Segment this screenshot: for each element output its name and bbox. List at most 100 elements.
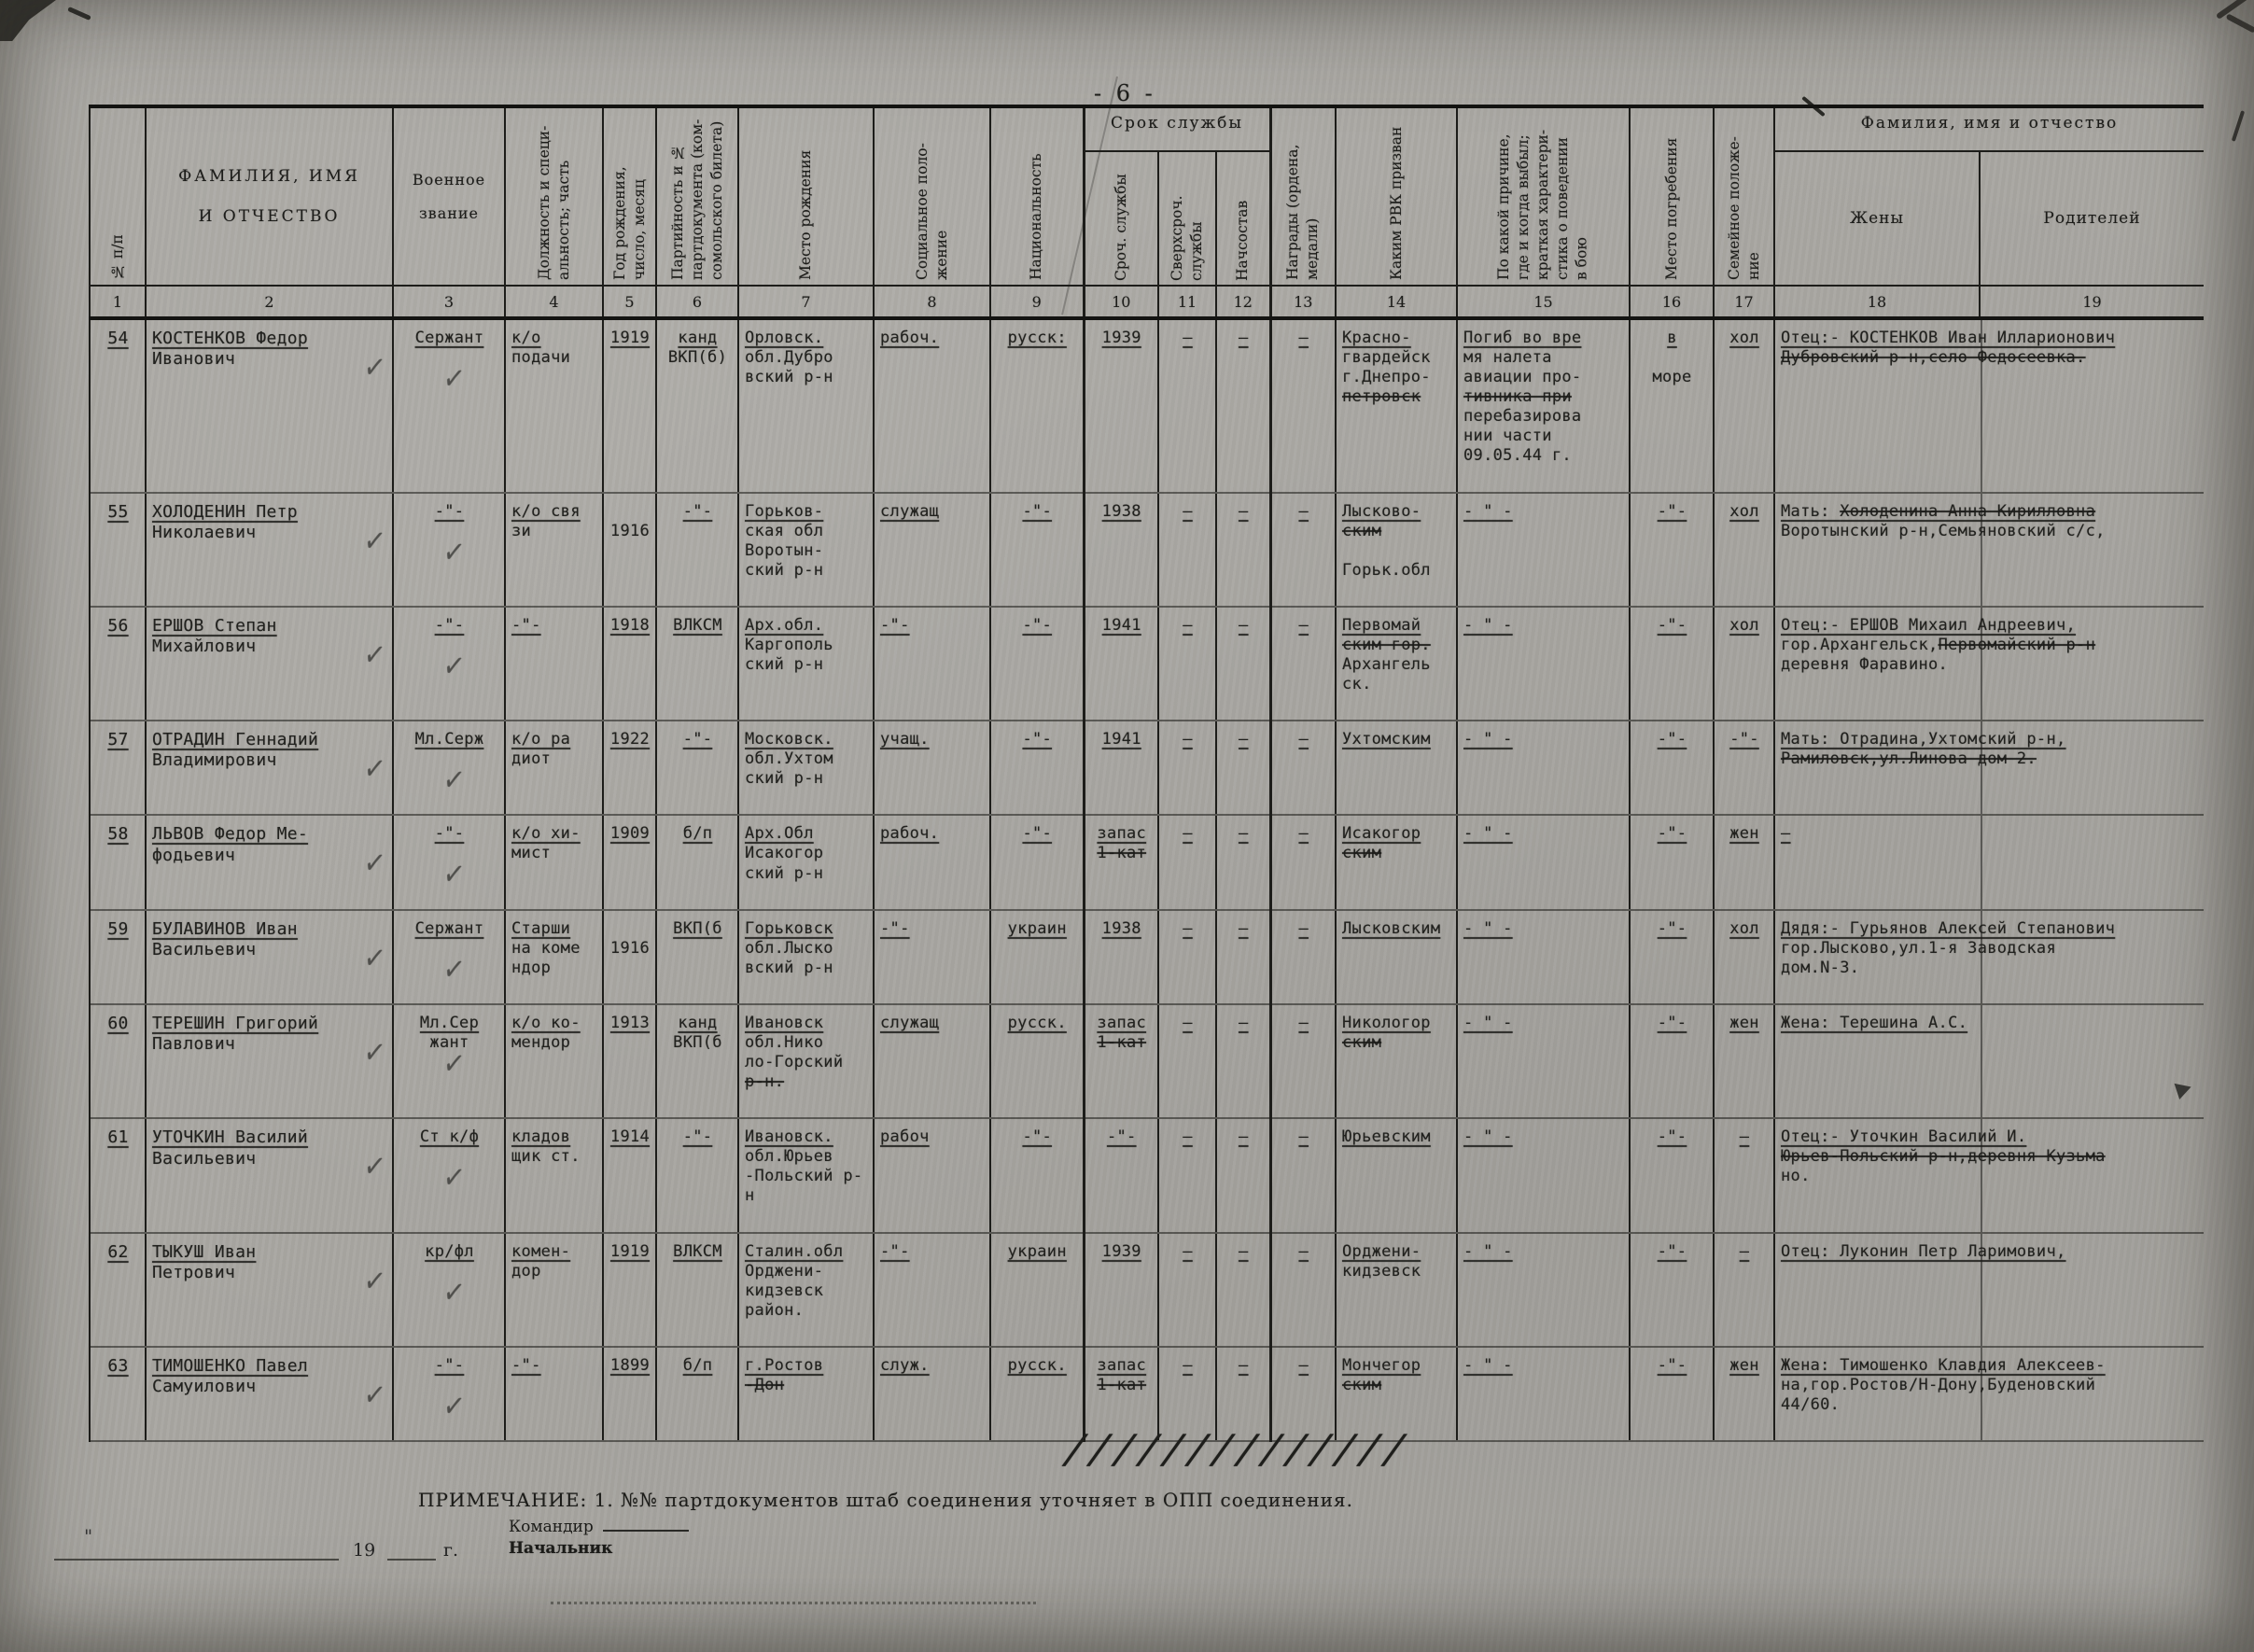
checkmark-icon: ✓: [440, 1157, 468, 1198]
table-cell: 1922: [602, 721, 656, 817]
signature-line: [602, 1530, 689, 1532]
table-cell: Орловск. обл.Дубро вский р-н: [737, 318, 874, 494]
table-row: 62 ТЫКУШ Иван Петрович ✓ кр/фл ✓ комен-дор 1919…: [89, 1232, 2204, 1348]
table-cell: –: [1215, 606, 1270, 722]
checkmark-icon: ✓: [361, 938, 388, 979]
table-cell: -"-: [1082, 1118, 1158, 1234]
table-cell: Сталин.обл Орджени-кидзевск район.: [737, 1232, 874, 1348]
row-number-cell: 58: [89, 815, 146, 911]
table-cell: ОТРАДИН Геннадий Владимирович ✓: [145, 721, 393, 817]
table-cell: КОСТЕНКОВ Федор Иванович ✓: [145, 318, 393, 494]
table-cell: к/о ра диот: [504, 721, 603, 817]
table-cell: служащ: [873, 492, 990, 608]
checkmark-icon: ✓: [361, 520, 388, 562]
table-cell: -"-: [504, 606, 603, 722]
table-cell: 1939: [1082, 318, 1158, 494]
table-cell: - " -: [1456, 1118, 1630, 1234]
col-header-birthplace: Место рождения: [737, 106, 874, 287]
row-number-cell: 62: [89, 1232, 146, 1348]
table-cell: 1913: [602, 1003, 656, 1120]
table-cell: русск.: [989, 1346, 1084, 1443]
table-cell: 1918: [602, 606, 656, 722]
table-cell: запас 1-кат: [1082, 1003, 1158, 1120]
table-row: 58 ЛЬВОВ Федор Ме-фодьевич ✓ -"- ✓ к/о хи-мис…: [89, 815, 2204, 911]
table-cell: жен: [1713, 815, 1774, 911]
table-cell: Ивановск обл.Нико ло-Горский р-н.: [737, 1003, 874, 1120]
row-number-cell: 54: [89, 318, 146, 494]
table-cell: украин: [989, 909, 1084, 1005]
table-cell: -"-: [1629, 1232, 1714, 1348]
table-cell: ЛЬВОВ Федор Ме-фодьевич ✓: [145, 815, 393, 911]
table-cell: –: [1268, 1118, 1336, 1234]
col-header-party: Партийность и № партдокумента (ком- сомо…: [655, 106, 738, 287]
table-cell: –: [1215, 721, 1270, 817]
table-cell: –: [1268, 1346, 1336, 1443]
footnote: ПРИМЕЧАНИЕ: 1. №№ партдокументов штаб со…: [418, 1489, 1354, 1511]
table-cell: 1916: [602, 492, 656, 608]
col-header-position: Должность и специ- альность; часть: [504, 106, 603, 287]
table-cell: - " -: [1456, 1346, 1630, 1443]
table-cell: –: [1157, 815, 1216, 911]
table-cell: -"-: [1629, 909, 1714, 1005]
family-cell: Жена: Терешина А.С.: [1773, 1003, 2204, 1120]
table-cell: к/о хи-мист: [504, 815, 603, 911]
table-row: 60 ТЕРЕШИН Григорий Павлович ✓ Мл.Сер жант ✓ к/…: [89, 1003, 2204, 1120]
signature-commander-label: Командир: [509, 1518, 594, 1536]
column-number: 7: [737, 285, 874, 320]
table-cell: -"-: [1629, 606, 1714, 722]
table-cell: -"-: [1629, 815, 1714, 911]
col-header-rank: Военное звание: [392, 106, 505, 287]
table-cell: –: [1268, 1232, 1336, 1348]
checkmark-icon: ✓: [361, 843, 388, 884]
table-cell: - " -: [1456, 1003, 1630, 1120]
column-number: 18: [1773, 285, 1980, 320]
checkmark-icon: ✓: [440, 531, 468, 573]
column-number: 12: [1215, 285, 1270, 320]
col-header-loss-reason: По какой причине, где и когда выбыл; кра…: [1456, 106, 1630, 287]
table-cell: хол: [1713, 909, 1774, 1005]
table-cell: хол: [1713, 492, 1774, 608]
table-cell: Погиб во вре мя налета авиации про-тивника…: [1456, 318, 1630, 494]
pen-scribble: [2231, 110, 2246, 142]
table-cell: 1938: [1082, 492, 1158, 608]
family-cell: Отец:- Уточкин Василий И. Юрьев-Польский …: [1773, 1118, 2204, 1234]
table-cell: –: [1713, 1118, 1774, 1234]
table-row: 56 ЕРШОВ Степан Михайлович ✓ -"- ✓ -"- 1918 ВЛКС…: [89, 606, 2204, 722]
table-cell: Ухтомским: [1335, 721, 1457, 817]
column-number: 5: [602, 285, 656, 320]
table-cell: жен: [1713, 1003, 1774, 1120]
table-cell: Ивановск. обл.Юрьев -Польский р-н: [737, 1118, 874, 1234]
family-cell: Отец: Луконин Петр Ларимович,: [1773, 1232, 2204, 1348]
table-cell: 1939: [1082, 1232, 1158, 1348]
table-cell: 1909: [602, 815, 656, 911]
checkmark-icon: ✓: [440, 949, 468, 990]
col-header-officer-corps: Начсостав: [1215, 151, 1270, 287]
table-cell: ВКП(б: [655, 909, 738, 1005]
table-cell: Лысково-ским Горьк.обл: [1335, 492, 1457, 608]
table-cell: канд ВКП(б): [655, 318, 738, 494]
group-header-service-term: Срок службы: [1082, 106, 1270, 152]
table-cell: ТИМОШЕНКО Павел Самуилович ✓: [145, 1346, 393, 1443]
table-cell: -"- ✓: [392, 606, 505, 722]
family-cell: Мать: Холоденина Анна Кирилловна Воротынс…: [1773, 492, 2204, 608]
table-row: 59 БУЛАВИНОВ Иван Васильевич ✓ Сержант ✓ Старш…: [89, 909, 2204, 1005]
row-number-cell: 55: [89, 492, 146, 608]
column-number: 6: [655, 285, 738, 320]
table-cell: -"- ✓: [392, 815, 505, 911]
column-number: 14: [1335, 285, 1457, 320]
col-header-extended-service: Сверхсроч. службы: [1157, 151, 1216, 287]
column-number: 8: [873, 285, 990, 320]
table-cell: БУЛАВИНОВ Иван Васильевич ✓: [145, 909, 393, 1005]
table-cell: Никологор ским: [1335, 1003, 1457, 1120]
table-cell: канд ВКП(б: [655, 1003, 738, 1120]
table-cell: служащ: [873, 1003, 990, 1120]
personnel-ledger-table: № п/п ФАМИЛИЯ, ИМЯ И ОТЧЕСТВО Военное зв…: [89, 105, 2204, 1443]
table-cell: -"-: [989, 606, 1084, 722]
table-cell: -"-: [1629, 1346, 1714, 1443]
table-cell: –: [1157, 721, 1216, 817]
column-number: 2: [145, 285, 393, 320]
table-cell: рабоч.: [873, 318, 990, 494]
table-cell: Мончегор ским: [1335, 1346, 1457, 1443]
table-cell: Мл.Серж ✓: [392, 721, 505, 817]
